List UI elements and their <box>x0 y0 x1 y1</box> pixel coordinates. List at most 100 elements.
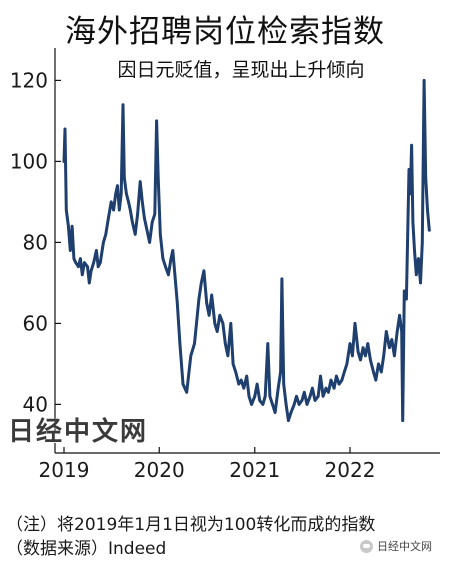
data-point <box>81 273 84 277</box>
x-axis: 2019 2020 2021 2022 <box>39 447 375 482</box>
data-point <box>83 261 86 264</box>
data-point <box>156 176 160 179</box>
data-point <box>202 269 206 273</box>
data-point <box>155 119 158 123</box>
data-point <box>388 346 391 350</box>
data-point <box>229 322 233 325</box>
data-point <box>185 391 188 394</box>
data-point <box>353 322 357 325</box>
source-note: （数据来源）Indeed <box>6 539 167 559</box>
data-point <box>119 192 123 196</box>
data-point <box>337 382 341 386</box>
data-point <box>419 281 422 285</box>
data-point <box>263 395 267 398</box>
data-point <box>121 103 125 106</box>
data-point <box>189 354 193 358</box>
data-point <box>79 257 82 260</box>
data-point <box>234 370 237 374</box>
data-point <box>377 362 380 366</box>
data-point <box>133 233 137 236</box>
data-point <box>176 301 179 305</box>
data-point <box>273 411 277 414</box>
data-point <box>366 342 370 345</box>
x-tick-label: 2021 <box>229 458 280 482</box>
data-point <box>422 79 426 82</box>
data-point <box>266 342 270 345</box>
data-point <box>255 382 259 386</box>
data-point <box>268 395 272 398</box>
data-point <box>280 277 284 281</box>
data-point <box>169 257 173 260</box>
data-point <box>300 399 304 402</box>
data-point <box>65 208 68 212</box>
data-point <box>411 220 415 224</box>
wechat-icon <box>360 539 373 553</box>
data-point <box>123 176 126 179</box>
data-point <box>364 354 367 358</box>
data-point <box>303 391 306 394</box>
data-point <box>141 200 144 204</box>
data-point <box>181 382 185 386</box>
data-point <box>107 216 110 220</box>
data-point <box>92 261 95 264</box>
data-point <box>335 374 338 378</box>
data-point <box>261 403 265 406</box>
data-point <box>332 386 336 390</box>
data-point <box>313 399 317 402</box>
data-point <box>247 395 251 398</box>
data-point <box>125 192 128 196</box>
data-point <box>413 249 416 252</box>
data-point <box>351 354 354 358</box>
data-point <box>372 370 375 374</box>
data-point <box>282 382 286 386</box>
data-point <box>200 281 203 285</box>
data-point <box>237 382 241 386</box>
data-point <box>114 192 117 196</box>
data-point <box>340 378 344 382</box>
data-point <box>398 314 401 317</box>
data-point <box>159 233 162 236</box>
data-point <box>205 301 208 305</box>
data-point <box>345 362 349 366</box>
data-point <box>96 265 100 269</box>
x-tick-label: 2019 <box>39 458 90 482</box>
data-point <box>242 386 246 390</box>
y-axis: 40 60 80 100 120 <box>10 68 61 416</box>
data-point <box>210 293 213 297</box>
series-points <box>62 79 431 422</box>
data-point <box>316 395 320 398</box>
data-point <box>86 265 89 269</box>
data-point <box>109 200 113 204</box>
data-point <box>218 314 222 317</box>
data-point <box>224 342 227 345</box>
data-point <box>99 261 102 264</box>
data-point <box>193 342 196 345</box>
data-point <box>287 419 290 422</box>
data-point <box>279 370 282 374</box>
watermark: 日经中文网 <box>8 417 149 447</box>
data-point <box>143 216 146 220</box>
data-point <box>292 403 296 406</box>
data-point <box>393 354 396 358</box>
data-point <box>426 208 429 212</box>
data-point <box>148 241 151 244</box>
data-point <box>428 228 431 232</box>
data-point <box>118 208 121 212</box>
data-point <box>95 249 98 252</box>
data-point <box>150 220 154 224</box>
data-point <box>231 362 235 366</box>
axes <box>54 48 440 454</box>
data-point <box>271 403 274 406</box>
series-line <box>62 78 431 423</box>
data-point <box>308 395 312 398</box>
data-point <box>424 176 428 179</box>
data-point <box>89 269 93 273</box>
data-point <box>295 395 298 398</box>
data-point <box>356 350 360 354</box>
data-point <box>407 168 411 171</box>
data-point <box>129 208 132 212</box>
data-point <box>213 322 217 325</box>
data-point <box>215 330 219 333</box>
data-point <box>401 419 405 422</box>
data-point <box>207 314 211 317</box>
